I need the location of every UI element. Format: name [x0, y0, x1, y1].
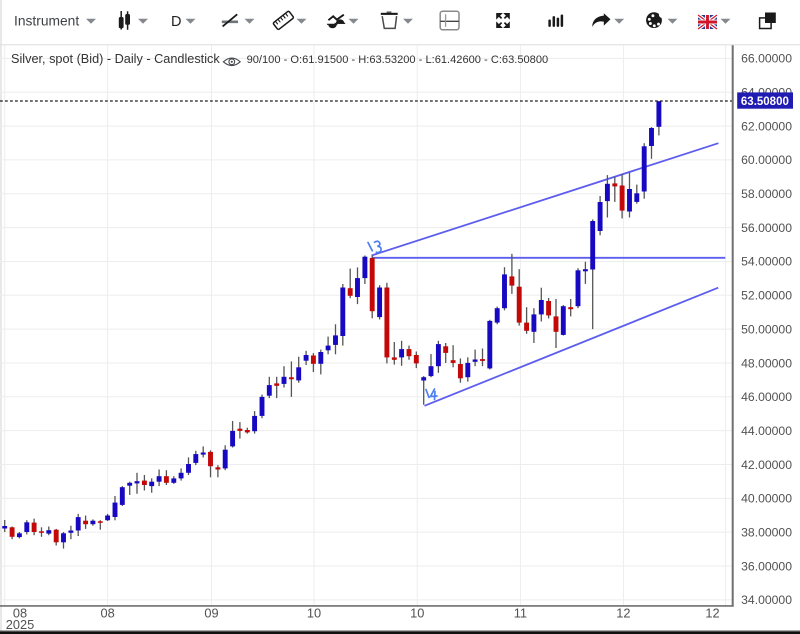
- svg-text:Instrument: Instrument: [14, 13, 79, 28]
- svg-text:62.00000: 62.00000: [741, 119, 792, 133]
- svg-text:63.50800: 63.50800: [741, 96, 789, 108]
- svg-text:48.00000: 48.00000: [741, 356, 792, 370]
- svg-text:40.00000: 40.00000: [741, 492, 792, 506]
- svg-text:Silver, spot (Bid) - Daily - C: Silver, spot (Bid) - Daily - Candlestick: [11, 52, 220, 66]
- svg-text:52.00000: 52.00000: [741, 289, 792, 303]
- svg-text:2025: 2025: [6, 617, 34, 632]
- svg-text:08: 08: [100, 606, 114, 621]
- svg-text:08: 08: [13, 606, 27, 621]
- svg-text:36.00000: 36.00000: [741, 559, 792, 573]
- svg-text:60.00000: 60.00000: [741, 153, 792, 167]
- svg-text:12: 12: [616, 606, 630, 621]
- svg-text:46.00000: 46.00000: [741, 390, 792, 404]
- svg-text:42.00000: 42.00000: [741, 458, 792, 472]
- svg-text:38.00000: 38.00000: [741, 526, 792, 540]
- svg-text:58.00000: 58.00000: [741, 187, 792, 201]
- svg-text:90/100 - O:61.91500 - H:63.532: 90/100 - O:61.91500 - H:63.53200 - L:61.…: [247, 54, 549, 66]
- svg-text:D: D: [171, 14, 181, 30]
- svg-text:50.00000: 50.00000: [741, 322, 792, 336]
- svg-text:11: 11: [514, 606, 527, 621]
- svg-text:10: 10: [410, 606, 424, 621]
- svg-text:10: 10: [307, 606, 321, 621]
- svg-text:09: 09: [204, 606, 218, 621]
- svg-text:44.00000: 44.00000: [741, 424, 792, 438]
- svg-text:54.00000: 54.00000: [741, 255, 792, 269]
- svg-text:66.00000: 66.00000: [741, 52, 792, 66]
- svg-text:12: 12: [705, 606, 719, 621]
- svg-text:34.00000: 34.00000: [741, 593, 792, 607]
- svg-text:56.00000: 56.00000: [741, 221, 792, 235]
